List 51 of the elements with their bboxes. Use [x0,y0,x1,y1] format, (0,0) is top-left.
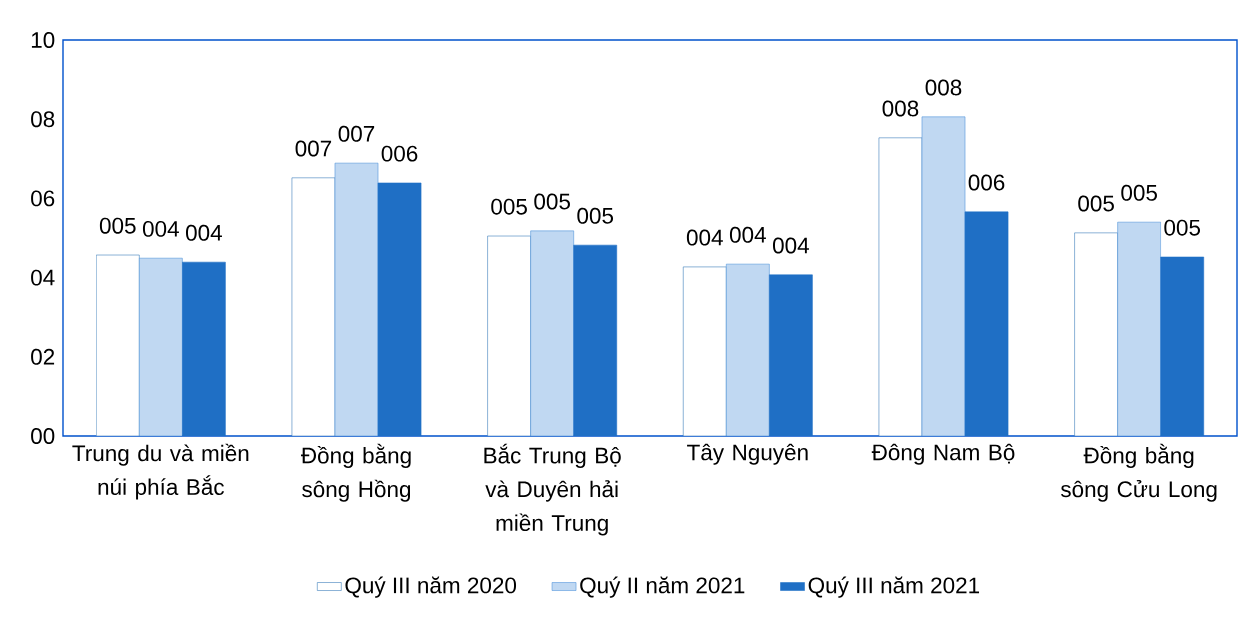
x-tick-label: Bắc Trung Bộ và Duyên hải miền Trung [484,443,621,536]
bar [682,266,727,436]
y-tick-label: 02 [31,348,55,365]
bar [182,261,226,436]
data-label: 008 [882,100,919,117]
bar [573,244,618,436]
bar [95,254,140,436]
bar [487,235,531,436]
bar [334,162,379,436]
bar [769,274,813,436]
data-label: 004 [729,226,766,243]
y-tick-label: 04 [31,269,55,286]
bar [377,182,422,436]
data-label: 005 [534,193,570,210]
x-tick-label: Tây Nguyên [687,443,808,465]
bar [1160,256,1205,436]
x-tick-label: Đồng bằng sông Cửu Long [1060,443,1217,502]
bar [964,211,1009,436]
x-tick-label: Đông Nam Bộ [871,443,1015,465]
legend-label: Quý III năm 2021 [808,576,980,598]
data-label: 005 [1121,184,1157,201]
data-label: 004 [686,229,723,246]
data-label: 007 [295,140,332,157]
data-label: 006 [968,174,1005,191]
bar [139,257,183,436]
data-label: 005 [99,217,136,234]
data-label: 004 [773,237,809,254]
y-tick-label: 10 [31,32,55,48]
y-tick-label: 08 [31,111,55,128]
y-tick-label: 06 [31,190,55,207]
data-label: 007 [338,125,375,142]
data-label: 005 [1078,195,1114,212]
data-label: 006 [381,145,418,162]
data-label: 004 [142,220,179,237]
data-label: 005 [491,198,527,215]
data-label: 005 [1164,219,1201,236]
bar [1074,232,1118,436]
bar [921,116,966,436]
x-tick-label: Đồng bằng sông Hồng [301,443,411,502]
bar [530,230,574,436]
x-tick-label: Trung du và miền núi phía Bắc [72,443,249,500]
data-label: 005 [577,207,614,224]
y-tick-label: 00 [31,428,55,444]
data-label: 004 [186,224,222,241]
legend-label: Quý III năm 2020 [345,576,517,598]
bar [291,177,336,436]
bar [878,137,923,436]
bar [726,263,770,436]
legend-label: Quý II năm 2021 [580,576,745,598]
data-label: 008 [925,79,962,96]
bar [1117,221,1161,436]
